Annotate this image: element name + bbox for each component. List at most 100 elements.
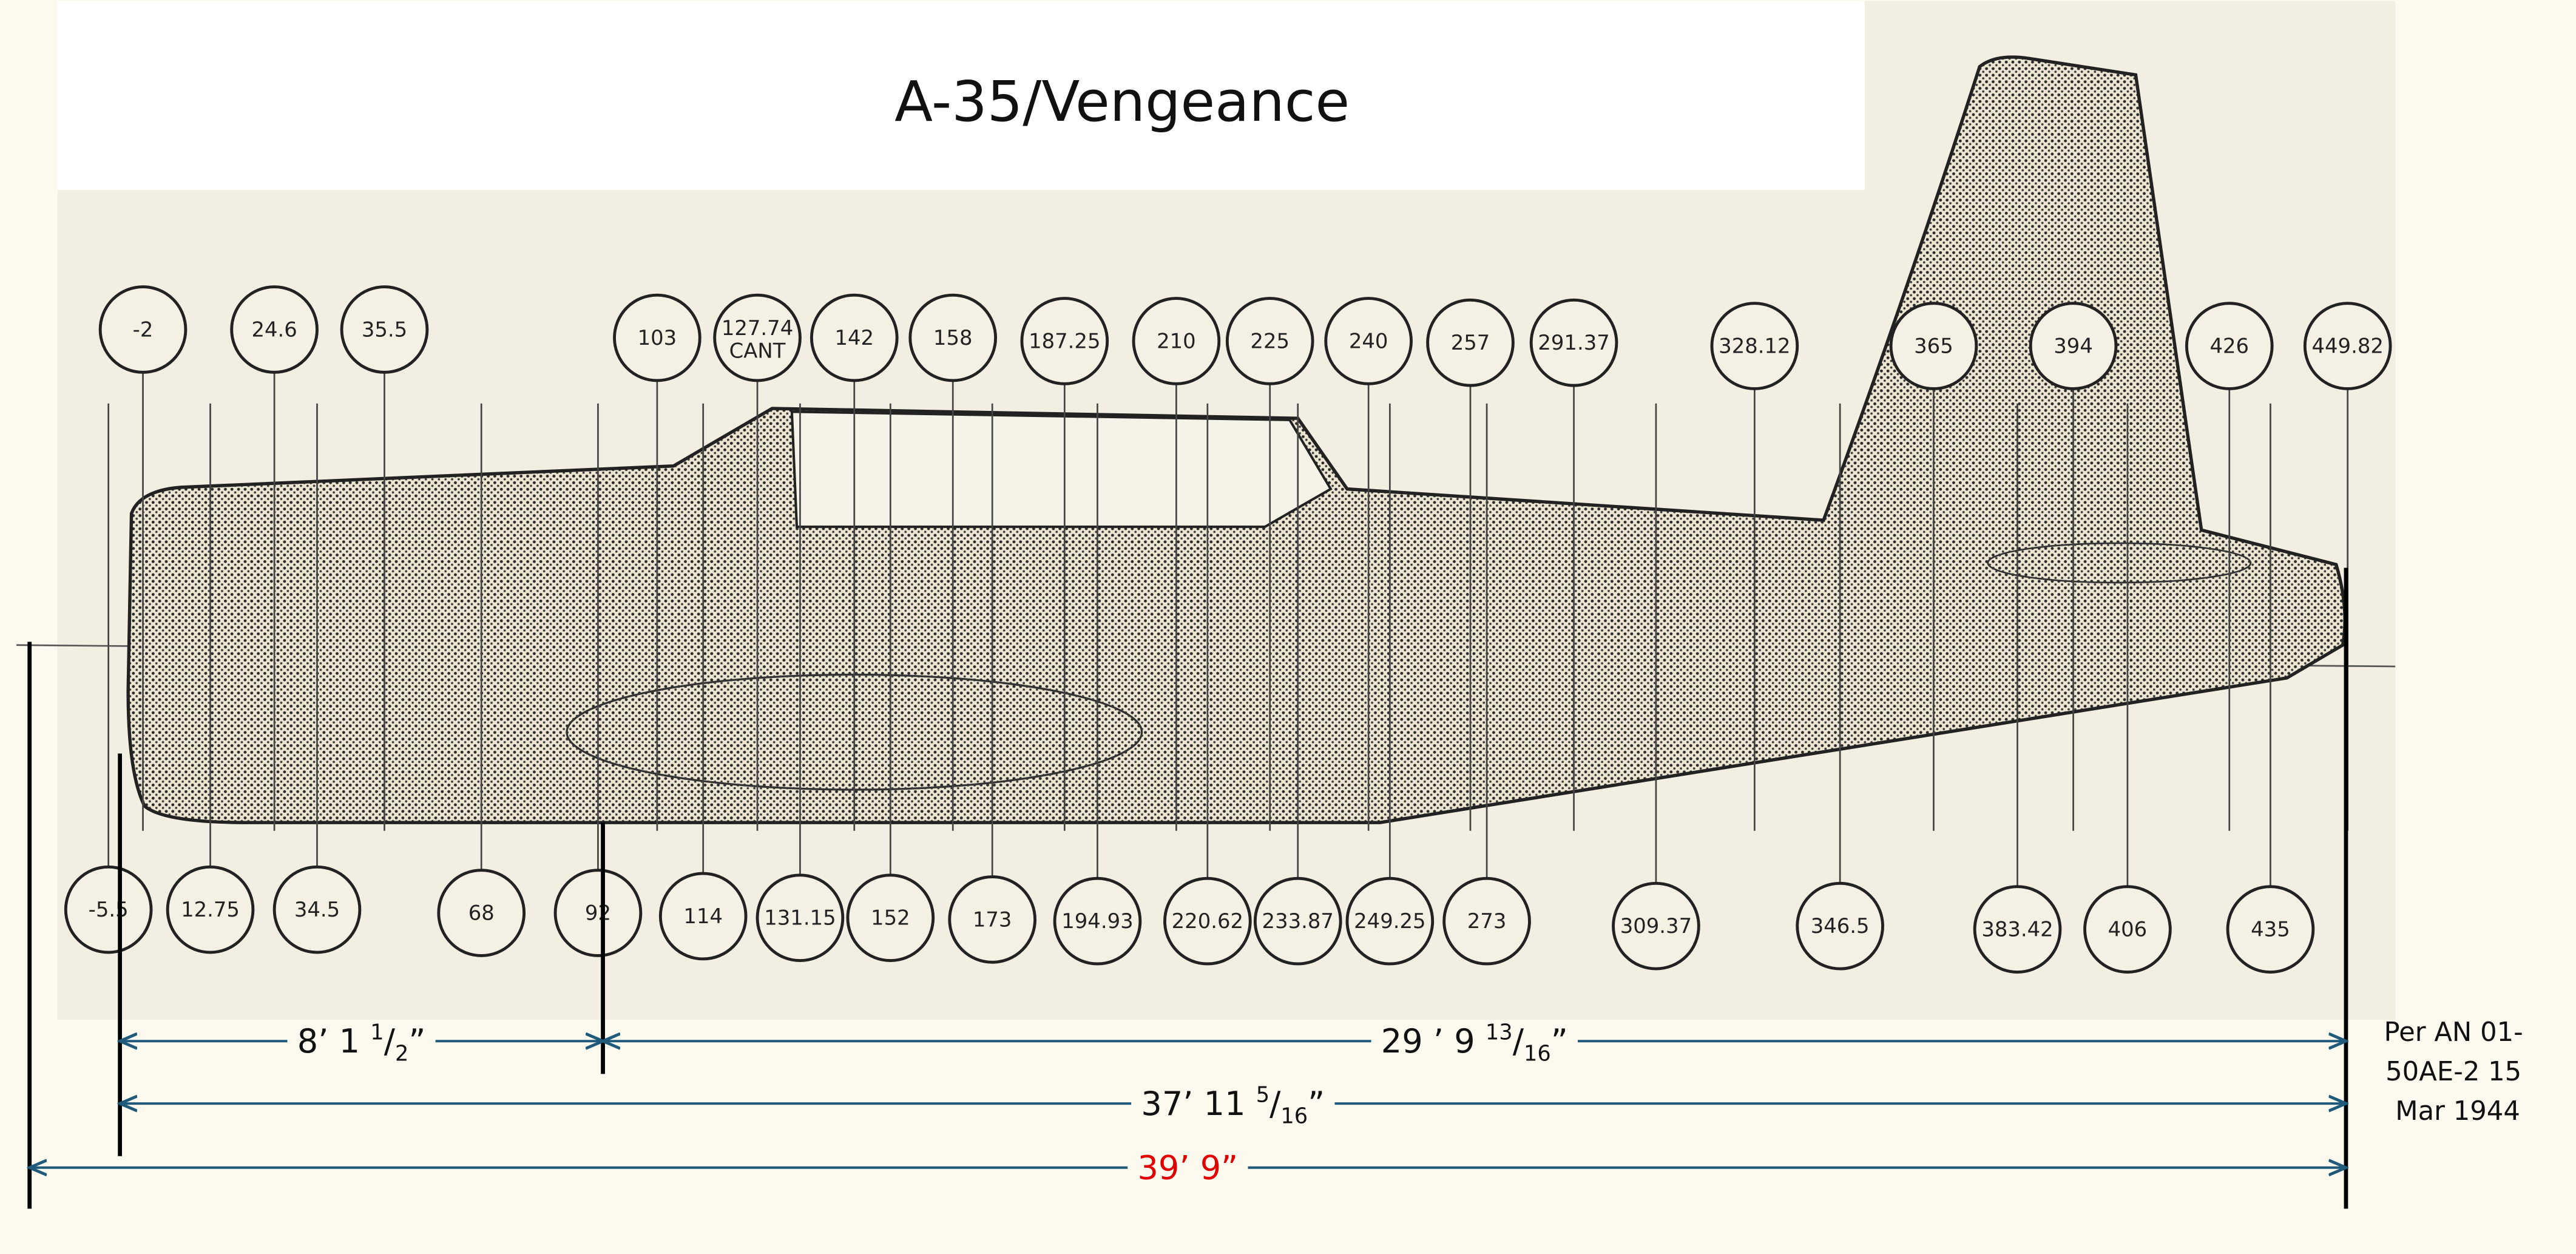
station-label: 273 xyxy=(1467,909,1507,933)
station-label: 383.42 xyxy=(1981,918,2053,941)
dimension-label: 8’ 1 1/2” xyxy=(297,1020,426,1066)
station-label: 394 xyxy=(2054,334,2093,358)
station-circle xyxy=(756,873,845,963)
station-label: 309.37 xyxy=(1620,914,1692,938)
station-label: 35.5 xyxy=(362,317,407,341)
station-note: CANT xyxy=(729,339,786,363)
label-background xyxy=(1131,1083,1335,1124)
dimension-denominator: 16 xyxy=(1524,1042,1551,1066)
station-label: 406 xyxy=(2108,918,2148,941)
station-label: 12.75 xyxy=(181,898,240,921)
station-circle xyxy=(1253,876,1342,966)
station-label: -2 xyxy=(133,317,154,341)
station-label: 435 xyxy=(2251,918,2290,941)
station-label: 426 xyxy=(2209,334,2249,358)
station-label: 240 xyxy=(1349,329,1388,353)
station-circle xyxy=(1796,881,1884,971)
station-label: 249.25 xyxy=(1354,909,1425,933)
station-label: 225 xyxy=(1250,329,1290,353)
station-circle xyxy=(948,875,1037,964)
dimension-whole: 8’ 1 xyxy=(297,1022,371,1060)
station-label: 233.87 xyxy=(1262,909,1334,933)
station-circle xyxy=(1225,297,1314,385)
station-label: 127.74 xyxy=(722,316,793,340)
station-label: 152 xyxy=(871,906,910,930)
dimension-whole: 29 ’ 9 xyxy=(1381,1022,1486,1060)
station-circle xyxy=(166,865,255,954)
station-circle xyxy=(230,285,319,374)
note-line: Per AN 01- xyxy=(2384,1017,2523,1048)
station-circle xyxy=(1973,885,2062,974)
station-label: 291.37 xyxy=(1538,331,1609,354)
station-circle xyxy=(1889,302,1978,390)
station-circle xyxy=(1345,876,1435,966)
dimension-label: 39’ 9” xyxy=(1137,1149,1238,1187)
station-circle xyxy=(658,872,748,961)
dimension-label: 37’ 11 5/16” xyxy=(1141,1082,1325,1128)
station-circle xyxy=(1163,876,1252,966)
station-circle xyxy=(1053,876,1142,966)
station-label: 328.12 xyxy=(1719,334,1790,358)
canopy xyxy=(790,410,1333,528)
station-circle xyxy=(1020,297,1109,385)
station-circle xyxy=(1442,876,1531,966)
station-circle xyxy=(1529,298,1618,387)
station-circle xyxy=(846,873,935,963)
station-label: 142 xyxy=(834,326,874,350)
station-label: -5.5 xyxy=(89,898,129,921)
dimension-whole: 39’ 9” xyxy=(1137,1149,1238,1187)
station-label: 210 xyxy=(1157,329,1196,353)
station-circle xyxy=(2185,302,2274,390)
station-label: 365 xyxy=(1914,334,1953,358)
station-label: 158 xyxy=(933,326,973,350)
dimension-suffix: ” xyxy=(1308,1085,1325,1123)
dimension-suffix: ” xyxy=(1551,1022,1568,1060)
dimension-suffix: ” xyxy=(408,1022,425,1060)
dimension-denominator: 16 xyxy=(1280,1104,1308,1129)
station-circle xyxy=(64,865,153,954)
dimension-numerator: 1 xyxy=(370,1020,384,1045)
dimension-denominator: 2 xyxy=(395,1042,408,1066)
dimension-separator: / xyxy=(1269,1085,1281,1123)
dimension-label: 29 ’ 9 13/16” xyxy=(1381,1020,1568,1066)
label-background xyxy=(1127,1148,1248,1188)
station-label: 220.62 xyxy=(1172,909,1243,933)
station-label: 257 xyxy=(1451,331,1490,354)
dimension-numerator: 5 xyxy=(1256,1082,1269,1107)
station-label: 24.6 xyxy=(251,317,297,341)
station-label: 187.25 xyxy=(1029,329,1100,353)
station-circle xyxy=(1426,298,1515,387)
station-circle xyxy=(340,285,429,374)
note-line: Mar 1944 xyxy=(2395,1096,2520,1127)
title: A-35/Vengeance xyxy=(894,69,1350,134)
title-box xyxy=(57,1,1865,190)
dimension-separator: / xyxy=(1513,1022,1524,1060)
note-line: 50AE-2 15 xyxy=(2385,1057,2521,1087)
station-circle xyxy=(810,293,899,382)
station-circle xyxy=(437,869,526,957)
dimension-separator: / xyxy=(384,1022,396,1060)
station-circle xyxy=(2029,302,2118,390)
station-circle xyxy=(553,869,643,957)
station-circle xyxy=(98,285,188,374)
label-background xyxy=(1371,1021,1578,1061)
station-label: 194.93 xyxy=(1061,909,1133,933)
dimension-whole: 37’ 11 xyxy=(1141,1085,1256,1123)
station-label: 92 xyxy=(585,901,611,925)
dimension-numerator: 13 xyxy=(1486,1020,1513,1045)
station-circle xyxy=(908,293,998,382)
station-label: 103 xyxy=(638,326,677,350)
dimensions: 8’ 1 1/2” 29 ’ 9 13/16”37’ 11 5/16”39’ 9” xyxy=(30,568,2346,1209)
station-circle xyxy=(713,293,802,382)
station-label: 34.5 xyxy=(294,898,340,921)
station-circle xyxy=(272,865,362,954)
station-circle xyxy=(2303,302,2392,390)
note: Per AN 01- 50AE-2 15 Mar 1944 xyxy=(2384,1017,2532,1127)
station-label: 114 xyxy=(683,904,723,928)
station-circle xyxy=(2083,885,2172,974)
station-circle xyxy=(1612,881,1700,971)
station-circle xyxy=(1710,302,1799,390)
